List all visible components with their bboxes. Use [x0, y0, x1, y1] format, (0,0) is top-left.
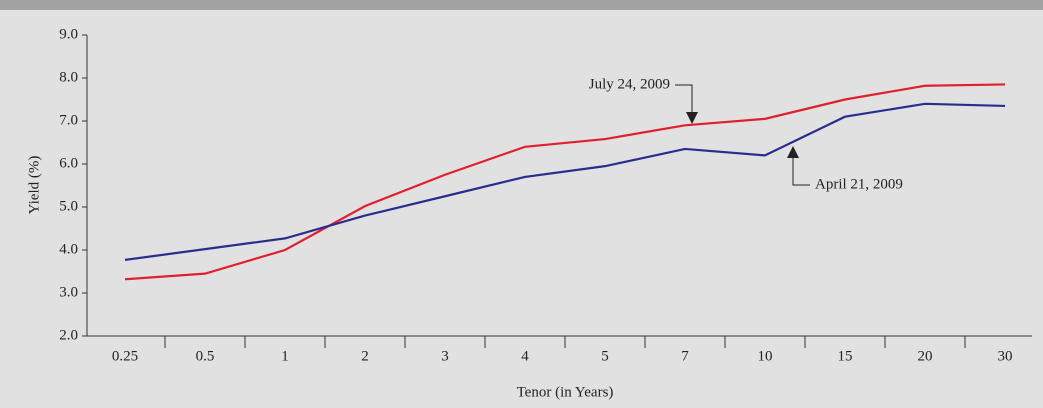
y-tick-label: 5.0	[59, 198, 78, 214]
annotation: July 24, 2009	[589, 76, 670, 92]
y-axis-label: Yield (%)	[26, 156, 42, 215]
top-band	[0, 0, 1043, 10]
x-tick-label: 0.25	[112, 348, 138, 364]
x-tick-label: 1	[281, 348, 289, 364]
x-tick-label: 4	[521, 348, 529, 364]
annotation-arrow	[675, 84, 693, 115]
arrow-head	[686, 112, 698, 124]
x-tick-label: 30	[998, 348, 1013, 364]
y-tick-label: 4.0	[59, 241, 78, 257]
y-tick-label: 7.0	[59, 112, 78, 128]
x-tick-label: 3	[441, 348, 449, 364]
annotation: April 21, 2009	[815, 176, 903, 192]
y-tick-label: 9.0	[59, 26, 78, 42]
x-tick-label: 7	[681, 348, 689, 364]
x-tick-label: 15	[838, 348, 853, 364]
y-tick-label: 8.0	[59, 69, 78, 85]
y-tick-label: 3.0	[59, 284, 78, 300]
annotation-arrow	[792, 155, 810, 186]
y-tick-label: 6.0	[59, 155, 78, 171]
x-tick-label: 10	[758, 348, 773, 364]
x-axis-label: Tenor (in Years)	[517, 384, 614, 400]
x-tick-label: 2	[361, 348, 369, 364]
x-tick-label: 20	[918, 348, 933, 364]
x-tick-label: 0.5	[196, 348, 215, 364]
series-line	[124, 83, 1006, 281]
x-tick-label: 5	[601, 348, 609, 364]
y-tick-label: 2.0	[59, 327, 78, 343]
arrow-head	[787, 146, 799, 158]
series-line	[124, 102, 1006, 261]
